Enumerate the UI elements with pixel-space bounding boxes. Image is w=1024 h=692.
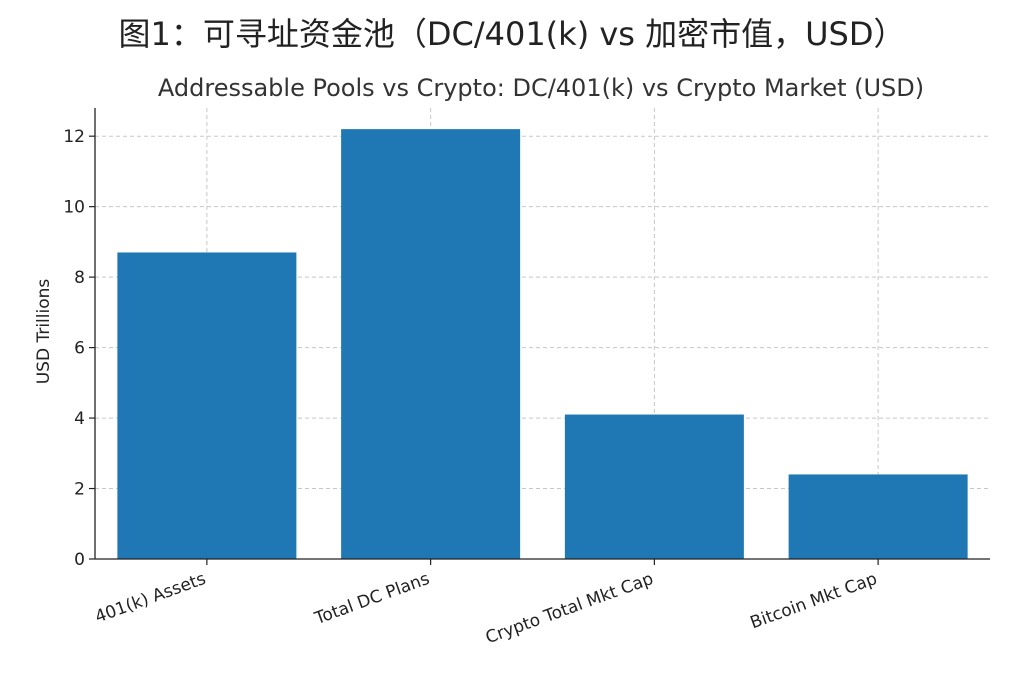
x-tick-label: 401(k) Assets <box>92 569 208 628</box>
axis-layer <box>94 108 990 560</box>
y-tick-label: 10 <box>63 198 85 218</box>
y-tick-label: 8 <box>74 268 85 288</box>
plot-area: 0 2 4 6 8 10 12 401(k) Assets Total DC Plans Cryp… <box>63 108 990 648</box>
x-tick-label: Crypto Total Mkt Cap <box>483 569 656 648</box>
bar-layer <box>117 129 968 559</box>
chart-title: Addressable Pools vs Crypto: DC/401(k) v… <box>158 74 924 102</box>
y-tick-label: 4 <box>74 409 85 429</box>
bar <box>341 129 521 559</box>
bar <box>117 252 297 559</box>
y-tick-label: 6 <box>74 339 85 359</box>
x-tick-label: Total DC Plans <box>311 569 432 629</box>
figure-suptitle: 图1：可寻址资金池（DC/401(k) vs 加密市值，USD） <box>118 15 905 53</box>
x-tick-label: Bitcoin Mkt Cap <box>748 569 880 633</box>
y-tick-label: 2 <box>74 480 85 500</box>
y-tick-label: 0 <box>74 550 85 570</box>
bar <box>788 474 968 559</box>
bar <box>564 414 744 559</box>
y-tick-label: 12 <box>63 127 85 147</box>
y-axis-label: USD Trillions <box>34 279 54 385</box>
